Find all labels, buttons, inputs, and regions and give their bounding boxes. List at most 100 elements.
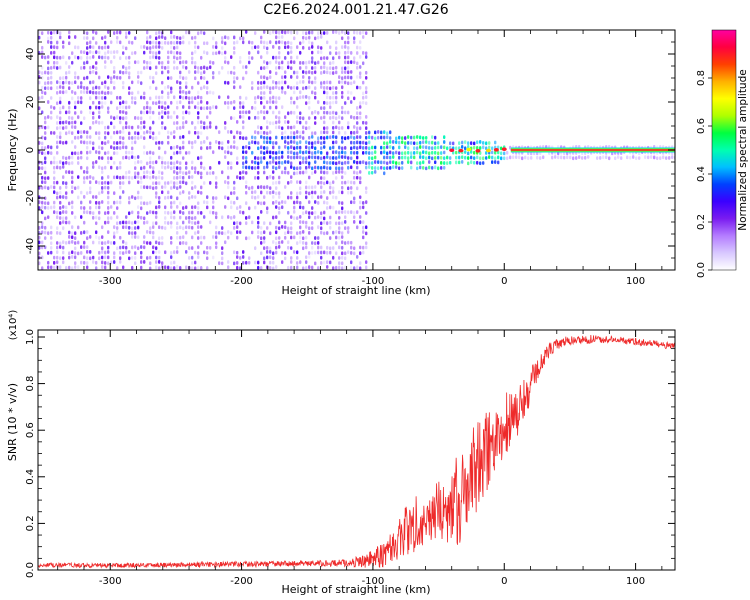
spectrogram-cell: [128, 200, 131, 205]
spectrogram-cell: [98, 205, 101, 210]
spectrogram-cell: [41, 210, 44, 215]
x-tick-label: -300: [99, 576, 122, 587]
spectrogram-cell: [134, 50, 137, 55]
spectrogram-cell: [293, 36, 296, 41]
spectrogram-cell: [56, 245, 59, 250]
spectrogram-cell: [323, 56, 326, 60]
spectrogram-cell: [101, 255, 104, 260]
spectrogram-cell: [50, 110, 53, 115]
spectrogram-cell: [446, 161, 449, 166]
spectrogram-cell: [407, 160, 410, 164]
spectrogram-cell: [425, 166, 428, 171]
spectrogram-cell: [56, 45, 59, 50]
y-tick-label: 40: [25, 48, 36, 61]
spectrogram-cell: [128, 91, 131, 96]
spectrogram-cell: [107, 195, 110, 200]
spectrogram-cell: [302, 156, 305, 161]
spectrogram-cell: [101, 181, 104, 185]
spectrogram-cell: [155, 185, 158, 190]
spectrogram-cell: [41, 205, 44, 210]
spectrogram-cell: [263, 185, 266, 190]
spectrogram-cell: [158, 181, 161, 186]
spectrogram-cell: [239, 55, 242, 60]
spectrogram-cell: [488, 155, 491, 160]
spectrogram-cell: [290, 221, 293, 226]
spectrogram-cell: [74, 125, 77, 130]
spectrogram-cell: [338, 190, 341, 195]
spectrogram-cell: [146, 40, 149, 45]
spectrogram-cell: [359, 111, 362, 116]
spectrogram-cell: [59, 85, 62, 89]
spectrogram-cell: [335, 100, 338, 105]
spectrogram-cell: [170, 45, 173, 50]
spectrogram-cell: [299, 111, 302, 116]
spectrogram-cell: [290, 66, 293, 71]
spectrogram-cell: [251, 105, 254, 110]
spectrogram-cell: [86, 166, 89, 171]
spectrogram-cell: [323, 31, 326, 35]
spectrogram-cell: [359, 215, 362, 219]
spectrogram-cell: [77, 130, 80, 135]
spectrogram-cell: [263, 140, 266, 145]
spectrogram-cell: [287, 125, 290, 130]
spectrogram-cell: [134, 116, 137, 120]
spectrogram-cell: [230, 231, 233, 236]
spectrogram-cell: [107, 90, 110, 95]
spectrogram-cell: [320, 250, 323, 255]
spectrogram-cell: [266, 185, 269, 189]
spectrogram-cell: [38, 185, 41, 190]
spectrogram-cell: [281, 66, 284, 70]
spectrogram-cell: [83, 50, 86, 55]
spectrogram-cell: [491, 160, 494, 165]
spectrogram-cell: [95, 205, 98, 210]
spectrogram-cell: [104, 130, 107, 135]
spectrogram-cell: [113, 50, 116, 54]
spectrogram-cell: [89, 90, 92, 95]
spectrogram-cell: [137, 220, 140, 224]
spectrogram-cell: [251, 166, 254, 170]
spectrogram-cell: [146, 130, 149, 134]
spectrogram-cell: [422, 145, 425, 149]
spectrogram-cell: [92, 65, 95, 69]
spectrogram-cell: [320, 116, 323, 120]
spectrogram-cell: [347, 190, 350, 195]
spectrogram-cell: [326, 66, 329, 71]
spectrogram-cell: [47, 55, 50, 59]
spectrogram-cell: [275, 66, 278, 70]
spectrogram-cell: [206, 195, 209, 200]
spectrogram-cell: [86, 46, 89, 50]
spectrogram-cell: [272, 190, 275, 195]
spectrogram-cell: [362, 250, 365, 255]
spectrogram-cell: [149, 110, 152, 115]
spectrogram-cell: [317, 110, 320, 115]
spectrogram-cell: [398, 135, 401, 140]
spectrogram-cell: [203, 121, 206, 126]
spectrogram-cell: [344, 110, 347, 115]
spectrogram-cell: [365, 190, 368, 195]
spectrogram-cell: [191, 255, 194, 260]
spectrogram-cell: [65, 125, 68, 130]
spectrogram-cell: [317, 241, 320, 245]
spectrogram-cell: [482, 145, 485, 150]
spectrogram-cell: [227, 140, 230, 144]
spectrogram-cell: [323, 231, 326, 236]
spectrogram-cell: [356, 111, 359, 116]
spectrogram-cell: [173, 161, 176, 166]
spectrogram-cell: [323, 181, 326, 186]
spectrogram-cell: [269, 75, 272, 80]
spectrogram-cell: [197, 115, 200, 120]
spectrogram-cell: [128, 30, 131, 35]
spectrogram-cell: [338, 221, 341, 226]
spectrogram-cell: [182, 105, 185, 109]
spectrogram-cell: [122, 225, 125, 230]
spectrogram-cell: [311, 245, 314, 250]
spectrogram-cell: [143, 260, 146, 264]
spectrogram-cell: [161, 100, 164, 105]
spectrogram-cell: [398, 145, 401, 150]
spectrogram-cell: [128, 220, 131, 225]
spectrogram-cell: [158, 266, 161, 270]
spectrogram-cell: [275, 125, 278, 130]
spectrogram-cell: [302, 240, 305, 245]
spectrogram-cell: [302, 160, 305, 165]
spectrogram-cell: [218, 50, 221, 55]
